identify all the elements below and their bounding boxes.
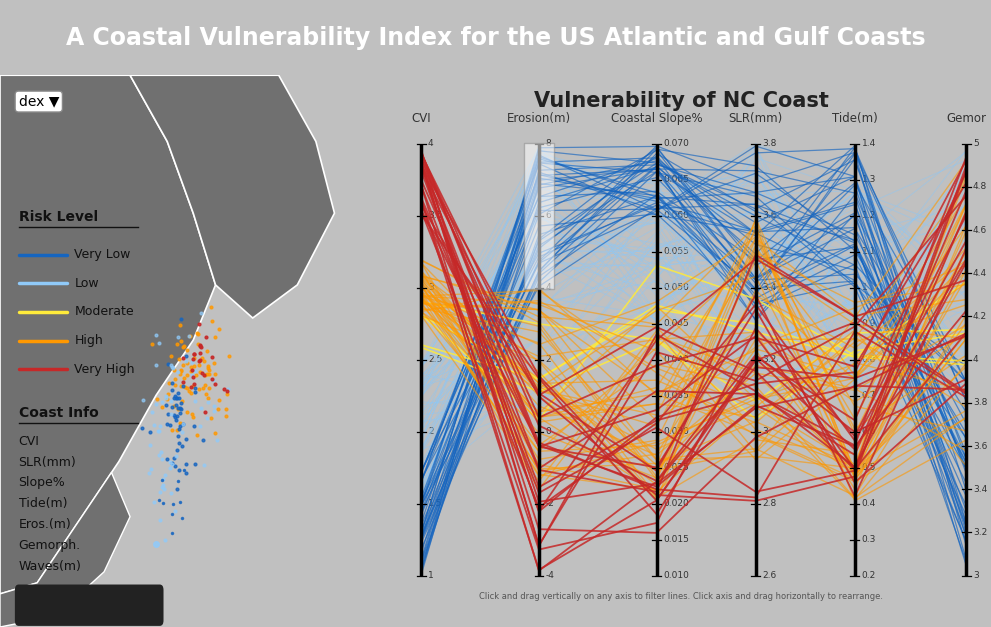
Text: 2: 2 (428, 427, 434, 436)
Polygon shape (0, 473, 130, 627)
Text: SLR(mm): SLR(mm) (728, 112, 783, 125)
Text: 0.2: 0.2 (861, 571, 876, 580)
Text: 3: 3 (973, 571, 979, 580)
Text: Gemorph.: Gemorph. (19, 539, 80, 552)
Text: CVI: CVI (19, 435, 40, 448)
Text: 3.8: 3.8 (973, 398, 987, 408)
Text: 2.8: 2.8 (762, 499, 777, 508)
Text: 0: 0 (546, 427, 551, 436)
Text: Coastal Slope%: Coastal Slope% (610, 112, 703, 125)
Text: 1.2: 1.2 (861, 211, 876, 220)
Text: 3.5: 3.5 (428, 211, 442, 220)
Text: 3.2: 3.2 (973, 528, 987, 537)
Text: 0.040: 0.040 (663, 355, 689, 364)
Text: 1.4: 1.4 (861, 139, 876, 148)
Text: 5: 5 (973, 139, 979, 148)
Text: 1: 1 (428, 571, 434, 580)
Text: Waves(m): Waves(m) (19, 561, 81, 573)
Text: 1.1: 1.1 (861, 247, 876, 256)
Text: 0.020: 0.020 (663, 499, 689, 508)
Text: 0.5: 0.5 (861, 463, 876, 472)
Text: Tide(m): Tide(m) (831, 112, 878, 125)
Text: -4: -4 (546, 571, 555, 580)
Text: 8: 8 (546, 139, 551, 148)
Text: 0.050: 0.050 (663, 283, 689, 292)
Text: 4: 4 (546, 283, 551, 292)
Text: Tide(m): Tide(m) (19, 497, 67, 510)
Text: 0.3: 0.3 (861, 535, 876, 544)
Text: 4.6: 4.6 (973, 226, 987, 234)
Text: Vulnerability of NC Coast: Vulnerability of NC Coast (534, 91, 828, 111)
Text: 6: 6 (546, 211, 551, 220)
Text: 0.9: 0.9 (861, 319, 876, 328)
Text: 0.010: 0.010 (663, 571, 689, 580)
Text: 0.7: 0.7 (861, 391, 876, 400)
Text: 0.030: 0.030 (663, 427, 689, 436)
Text: 2: 2 (546, 355, 551, 364)
Text: 3.6: 3.6 (762, 211, 777, 220)
Text: 0.060: 0.060 (663, 211, 689, 220)
Text: 4.8: 4.8 (973, 182, 987, 191)
Text: 0.035: 0.035 (663, 391, 689, 400)
Text: 1.3: 1.3 (861, 175, 876, 184)
Text: Risk Level: Risk Level (19, 210, 98, 224)
Text: Gemor: Gemor (946, 112, 986, 125)
Text: Export NC Data: Export NC Data (36, 599, 143, 612)
Text: Very High: Very High (74, 363, 135, 376)
Text: Coast Info: Coast Info (19, 406, 98, 420)
Text: High: High (74, 334, 103, 347)
Text: 4: 4 (973, 355, 979, 364)
Text: 0.055: 0.055 (663, 247, 689, 256)
Text: 3.6: 3.6 (973, 441, 987, 451)
Text: 1: 1 (861, 283, 867, 292)
Text: 2.6: 2.6 (762, 571, 777, 580)
Text: 0.045: 0.045 (663, 319, 689, 328)
Text: 3.4: 3.4 (973, 485, 987, 493)
Text: A Coastal Vulnerability Index for the US Atlantic and Gulf Coasts: A Coastal Vulnerability Index for the US… (65, 26, 926, 50)
Text: 3: 3 (762, 427, 768, 436)
Text: 3: 3 (428, 283, 434, 292)
Text: 0.065: 0.065 (663, 175, 689, 184)
Text: SLR(mm): SLR(mm) (19, 456, 76, 468)
Text: 3.2: 3.2 (762, 355, 777, 364)
Text: Low: Low (74, 277, 99, 290)
Text: 3.8: 3.8 (762, 139, 777, 148)
Text: -2: -2 (546, 499, 555, 508)
Text: 0.4: 0.4 (861, 499, 876, 508)
Text: 1.5: 1.5 (428, 499, 442, 508)
Text: Click and drag vertically on any axis to filter lines. Click axis and drag horiz: Click and drag vertically on any axis to… (480, 592, 883, 601)
Text: 0.015: 0.015 (663, 535, 689, 544)
Text: 3.4: 3.4 (762, 283, 777, 292)
Text: 4: 4 (428, 139, 434, 148)
Text: CVI: CVI (411, 112, 431, 125)
Text: Very Low: Very Low (74, 248, 131, 261)
Text: 4.2: 4.2 (973, 312, 987, 321)
Text: 0.025: 0.025 (663, 463, 689, 472)
Text: Moderate: Moderate (74, 305, 134, 319)
Text: Slope%: Slope% (19, 477, 65, 490)
Text: 0.8: 0.8 (861, 355, 876, 364)
Text: 0.6: 0.6 (861, 427, 876, 436)
Text: dex ▼: dex ▼ (19, 95, 58, 108)
FancyBboxPatch shape (15, 584, 164, 626)
Text: 4.4: 4.4 (973, 269, 987, 278)
Polygon shape (130, 75, 335, 318)
Text: 2.5: 2.5 (428, 355, 442, 364)
Text: 0.070: 0.070 (663, 139, 689, 148)
Text: Eros.(m): Eros.(m) (19, 519, 71, 532)
Polygon shape (0, 75, 216, 594)
FancyBboxPatch shape (524, 143, 554, 288)
Text: Erosion(m): Erosion(m) (506, 112, 571, 125)
